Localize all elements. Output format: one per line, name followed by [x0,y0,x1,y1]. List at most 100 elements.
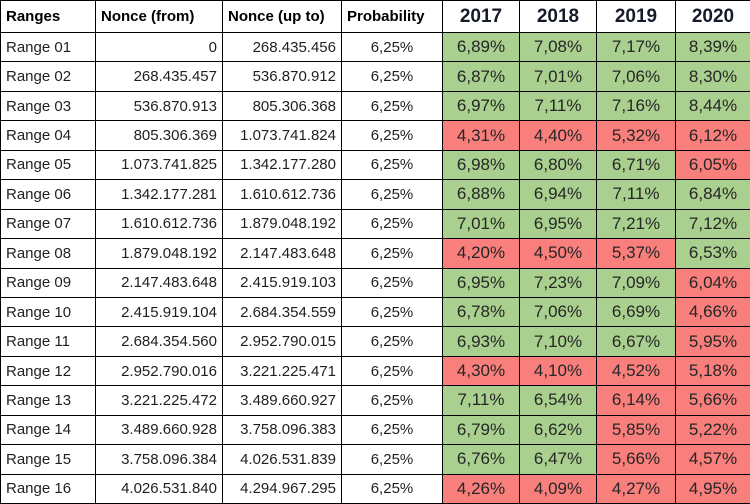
nonce-up-to-cell: 2.147.483.648 [222,238,342,269]
table-row: Range 10 2.415.919.104 2.684.354.559 6,2… [0,296,750,328]
table-row: Range 04 805.306.369 1.073.741.824 6,25%… [0,120,750,151]
year-value-cell-2020: 6,04% [675,267,750,298]
year-value-cell-2017: 6,98% [442,149,520,181]
year-value-cell-2017: 7,11% [442,385,520,416]
probability-cell: 6,25% [341,326,443,357]
year-value-cell-2019: 7,09% [596,267,676,298]
year-value-cell-2020: 5,18% [675,355,750,387]
probability-cell: 6,25% [341,414,443,446]
year-value-cell-2020: 6,84% [675,179,750,210]
year-value-cell-2020: 5,22% [675,414,750,446]
year-value-cell-2017: 6,97% [442,90,520,122]
year-value-cell-2017: 6,95% [442,267,520,298]
year-value-cell-2020: 6,05% [675,149,750,181]
probability-cell: 6,25% [341,31,443,63]
nonce-up-to-cell: 3.221.225.471 [222,355,342,387]
nonce-from-cell: 2.415.919.104 [95,296,223,328]
nonce-from-cell: 268.435.457 [95,61,223,92]
nonce-up-to-cell: 1.073.741.824 [222,120,342,151]
probability-cell: 6,25% [341,238,443,269]
column-header-nonce-up-to: Nonce (up to) [222,0,342,33]
year-value-cell-2017: 4,26% [442,473,520,504]
table-row: Range 02 268.435.457 536.870.912 6,25% 6… [0,61,750,92]
table-row: Range 07 1.610.612.736 1.879.048.192 6,2… [0,208,750,240]
range-label-cell: Range 12 [0,355,96,387]
probability-cell: 6,25% [341,355,443,387]
nonce-up-to-cell: 2.952.790.015 [222,326,342,357]
probability-cell: 6,25% [341,149,443,181]
year-value-cell-2018: 7,11% [519,90,597,122]
year-value-cell-2018: 4,40% [519,120,597,151]
table-row: Range 15 3.758.096.384 4.026.531.839 6,2… [0,444,750,475]
year-value-cell-2019: 7,06% [596,61,676,92]
probability-cell: 6,25% [341,120,443,151]
table-row: Range 09 2.147.483.648 2.415.919.103 6,2… [0,267,750,298]
nonce-up-to-cell: 3.489.660.927 [222,385,342,416]
nonce-from-cell: 2.147.483.648 [95,267,223,298]
range-label-cell: Range 10 [0,296,96,328]
column-header-2019: 2019 [596,0,676,33]
year-value-cell-2019: 6,69% [596,296,676,328]
column-header-ranges: Ranges [0,0,96,33]
nonce-from-cell: 536.870.913 [95,90,223,122]
year-value-cell-2018: 6,94% [519,179,597,210]
year-value-cell-2017: 6,79% [442,414,520,446]
year-value-cell-2019: 5,32% [596,120,676,151]
year-value-cell-2020: 8,39% [675,31,750,63]
year-value-cell-2017: 6,87% [442,61,520,92]
probability-cell: 6,25% [341,179,443,210]
nonce-from-cell: 3.489.660.928 [95,414,223,446]
range-label-cell: Range 14 [0,414,96,446]
year-value-cell-2019: 7,17% [596,31,676,63]
year-value-cell-2017: 6,93% [442,326,520,357]
column-header-nonce-from: Nonce (from) [95,0,223,33]
probability-cell: 6,25% [341,473,443,504]
nonce-up-to-cell: 268.435.456 [222,31,342,63]
year-value-cell-2020: 8,30% [675,61,750,92]
year-value-cell-2018: 7,10% [519,326,597,357]
year-value-cell-2020: 6,12% [675,120,750,151]
range-label-cell: Range 15 [0,444,96,475]
table-row: Range 03 536.870.913 805.306.368 6,25% 6… [0,90,750,122]
year-value-cell-2018: 4,09% [519,473,597,504]
nonce-from-cell: 2.952.790.016 [95,355,223,387]
range-label-cell: Range 09 [0,267,96,298]
nonce-up-to-cell: 2.684.354.559 [222,296,342,328]
year-value-cell-2019: 5,66% [596,444,676,475]
year-value-cell-2019: 4,27% [596,473,676,504]
table-row: Range 12 2.952.790.016 3.221.225.471 6,2… [0,355,750,387]
table-row: Range 16 4.026.531.840 4.294.967.295 6,2… [0,473,750,504]
table-row: Range 13 3.221.225.472 3.489.660.927 6,2… [0,385,750,416]
probability-cell: 6,25% [341,208,443,240]
probability-cell: 6,25% [341,90,443,122]
year-value-cell-2019: 6,71% [596,149,676,181]
range-label-cell: Range 05 [0,149,96,181]
year-value-cell-2020: 4,95% [675,473,750,504]
year-value-cell-2018: 7,08% [519,31,597,63]
year-value-cell-2018: 4,50% [519,238,597,269]
nonce-up-to-cell: 1.342.177.280 [222,149,342,181]
year-value-cell-2018: 7,23% [519,267,597,298]
year-value-cell-2017: 4,20% [442,238,520,269]
year-value-cell-2019: 6,14% [596,385,676,416]
nonce-from-cell: 1.073.741.825 [95,149,223,181]
year-value-cell-2019: 4,52% [596,355,676,387]
year-value-cell-2020: 4,57% [675,444,750,475]
column-header-2017: 2017 [442,0,520,33]
year-value-cell-2017: 7,01% [442,208,520,240]
year-value-cell-2017: 4,31% [442,120,520,151]
column-header-2018: 2018 [519,0,597,33]
range-label-cell: Range 06 [0,179,96,210]
nonce-from-cell: 0 [95,31,223,63]
range-label-cell: Range 04 [0,120,96,151]
year-value-cell-2018: 6,95% [519,208,597,240]
table-header: Ranges Nonce (from) Nonce (up to) Probab… [0,0,750,33]
year-value-cell-2017: 6,89% [442,31,520,63]
nonce-up-to-cell: 1.610.612.736 [222,179,342,210]
year-value-cell-2018: 6,80% [519,149,597,181]
year-value-cell-2019: 6,67% [596,326,676,357]
range-label-cell: Range 08 [0,238,96,269]
year-value-cell-2020: 4,66% [675,296,750,328]
year-value-cell-2018: 6,47% [519,444,597,475]
